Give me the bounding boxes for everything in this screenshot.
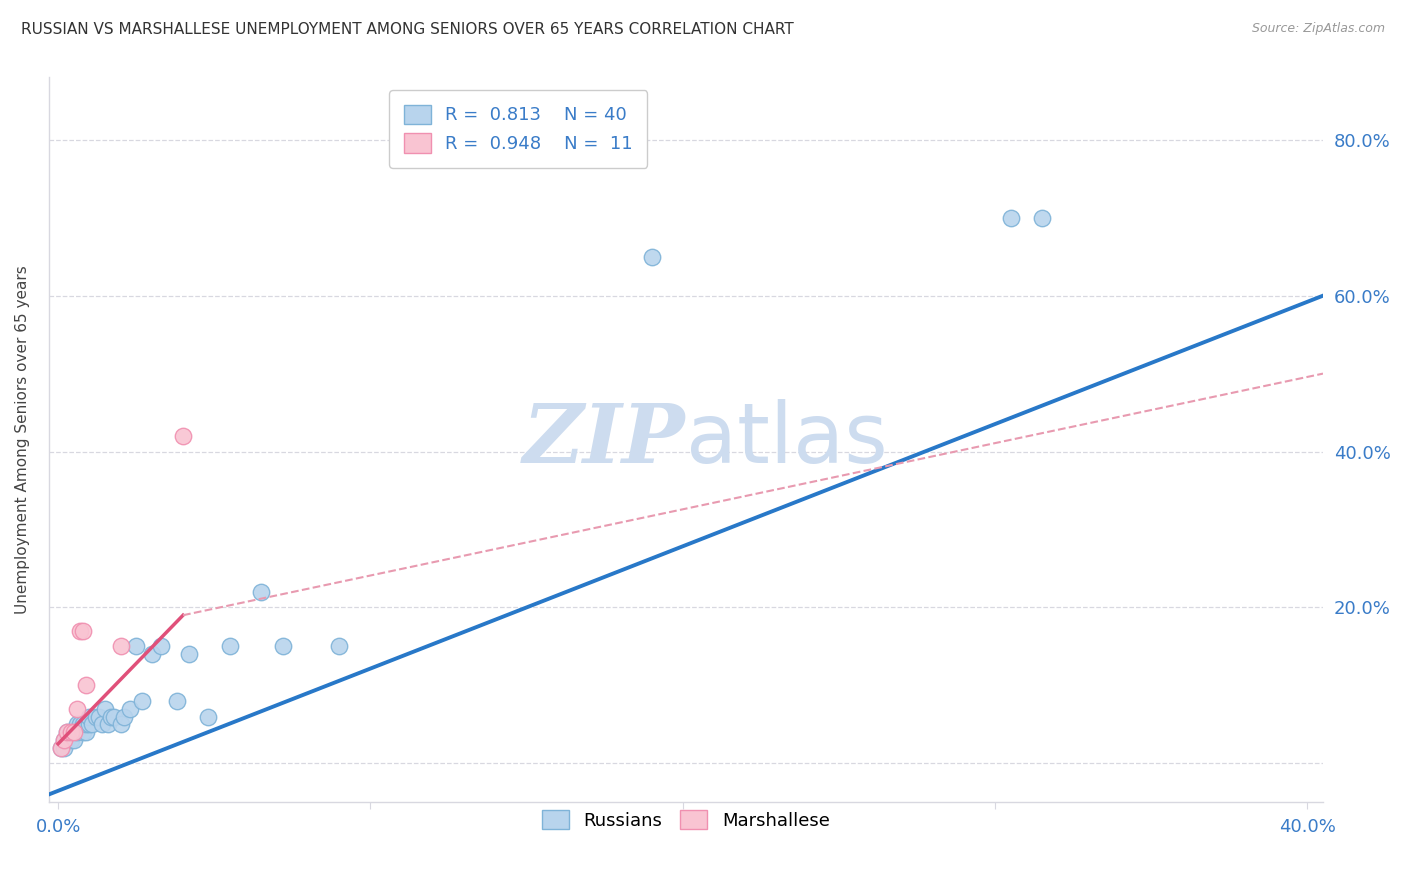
Point: [75, 725, 97, 739]
Point: [1031, 211, 1053, 225]
Point: [150, 640, 173, 654]
Point: [53, 740, 76, 755]
Point: [51, 740, 73, 755]
Point: [179, 647, 201, 661]
Point: [94, 702, 117, 716]
Point: [141, 647, 163, 661]
Point: [72, 624, 94, 638]
Point: [56, 733, 79, 747]
Point: [72, 717, 94, 731]
Point: [59, 733, 82, 747]
Point: [271, 640, 294, 654]
Point: [84, 709, 107, 723]
Point: [53, 733, 76, 747]
Point: [1000, 211, 1022, 225]
Point: [112, 709, 135, 723]
Point: [62, 733, 84, 747]
Point: [79, 709, 101, 723]
Y-axis label: Unemployment Among Seniors over 65 years: Unemployment Among Seniors over 65 years: [15, 266, 30, 615]
Point: [100, 709, 122, 723]
Point: [118, 702, 141, 716]
Point: [56, 725, 79, 739]
Point: [51, 740, 73, 755]
Point: [69, 717, 91, 731]
Point: [62, 725, 84, 739]
Point: [69, 624, 91, 638]
Point: [66, 725, 89, 739]
Point: [172, 429, 194, 443]
Point: [53, 733, 76, 747]
Point: [79, 717, 101, 731]
Point: [56, 725, 79, 739]
Point: [328, 640, 350, 654]
Legend: Russians, Marshallese: Russians, Marshallese: [527, 795, 844, 844]
Point: [640, 250, 662, 264]
Text: RUSSIAN VS MARSHALLESE UNEMPLOYMENT AMONG SENIORS OVER 65 YEARS CORRELATION CHAR: RUSSIAN VS MARSHALLESE UNEMPLOYMENT AMON…: [21, 22, 794, 37]
Point: [75, 717, 97, 731]
Point: [75, 678, 97, 692]
Point: [103, 709, 125, 723]
Point: [90, 717, 112, 731]
Point: [59, 725, 82, 739]
Point: [59, 725, 82, 739]
Point: [66, 717, 89, 731]
Text: Source: ZipAtlas.com: Source: ZipAtlas.com: [1251, 22, 1385, 36]
Point: [219, 640, 242, 654]
Point: [250, 584, 273, 599]
Point: [110, 640, 132, 654]
Point: [197, 709, 219, 723]
Point: [125, 640, 148, 654]
Point: [82, 717, 104, 731]
Point: [87, 709, 110, 723]
Point: [62, 725, 84, 739]
Point: [166, 694, 188, 708]
Text: atlas: atlas: [686, 400, 887, 481]
Point: [131, 694, 153, 708]
Point: [72, 725, 94, 739]
Point: [110, 717, 132, 731]
Point: [66, 702, 89, 716]
Point: [97, 717, 120, 731]
Text: ZIP: ZIP: [523, 400, 686, 480]
